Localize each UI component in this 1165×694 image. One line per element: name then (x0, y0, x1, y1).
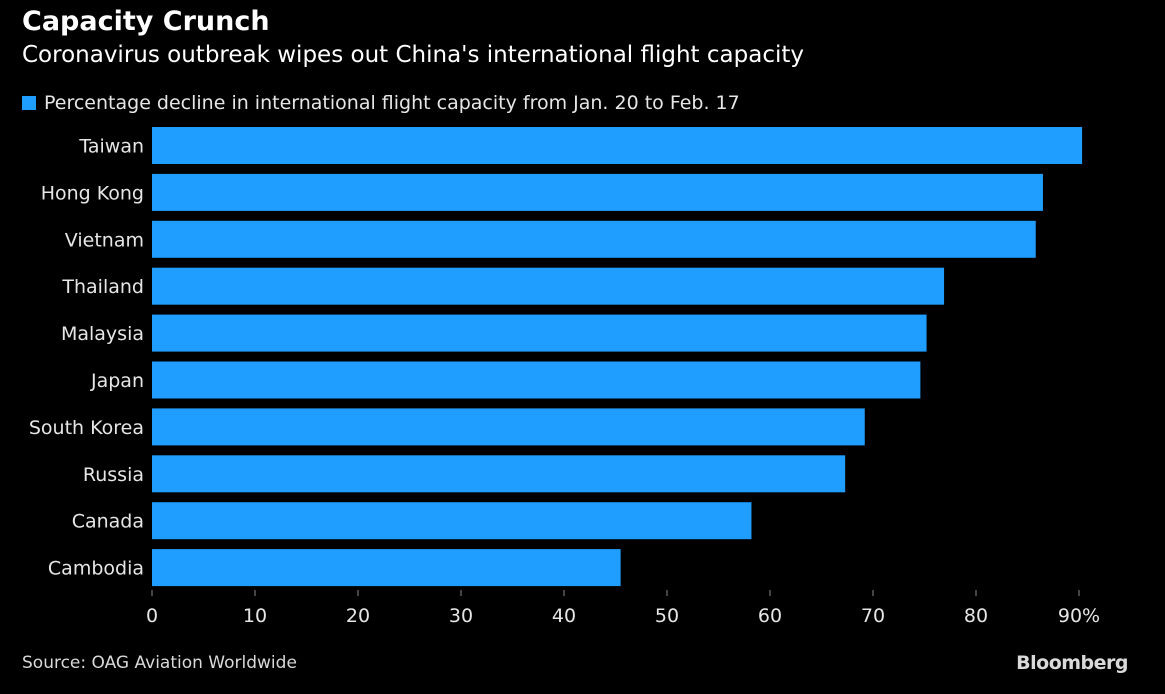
x-tick-label: 90% (1058, 605, 1100, 627)
x-tick-label: 60 (758, 605, 782, 627)
category-label: Malaysia (61, 323, 144, 345)
bar-south-korea (152, 408, 865, 446)
bar-canada (152, 502, 752, 540)
x-tick-label: 10 (243, 605, 267, 627)
category-label: Taiwan (78, 136, 144, 158)
bar-malaysia (152, 314, 927, 352)
bloomberg-logo: Bloomberg (1016, 652, 1128, 674)
category-label: Japan (90, 370, 144, 392)
x-tick-label: 0 (146, 605, 158, 627)
x-tick-label: 70 (861, 605, 885, 627)
bar-taiwan (152, 127, 1083, 164)
x-tick-label: 20 (346, 605, 370, 627)
chart-legend: Percentage decline in international flig… (22, 92, 740, 114)
category-label: Thailand (61, 276, 144, 298)
bar-hong-kong (152, 173, 1043, 211)
source-note: Source: OAG Aviation Worldwide (22, 653, 297, 673)
x-tick-label: 80 (964, 605, 988, 627)
legend-swatch (22, 96, 36, 110)
bar-cambodia (152, 549, 621, 587)
bar-vietnam (152, 220, 1036, 258)
x-tick-label: 40 (552, 605, 576, 627)
legend-label: Percentage decline in international flig… (44, 92, 740, 114)
category-label: Cambodia (48, 558, 144, 580)
category-label: South Korea (29, 417, 144, 439)
x-tick-label: 50 (655, 605, 679, 627)
category-label: Russia (83, 464, 144, 486)
category-label: Hong Kong (41, 182, 144, 204)
chart-title: Capacity Crunch (22, 6, 270, 37)
chart-subtitle: Coronavirus outbreak wipes out China's i… (22, 42, 804, 68)
x-tick-label: 30 (449, 605, 473, 627)
category-label: Vietnam (65, 229, 144, 251)
bar-japan (152, 361, 921, 399)
bar-thailand (152, 267, 945, 305)
bar-russia (152, 455, 846, 493)
category-label: Canada (72, 511, 144, 533)
